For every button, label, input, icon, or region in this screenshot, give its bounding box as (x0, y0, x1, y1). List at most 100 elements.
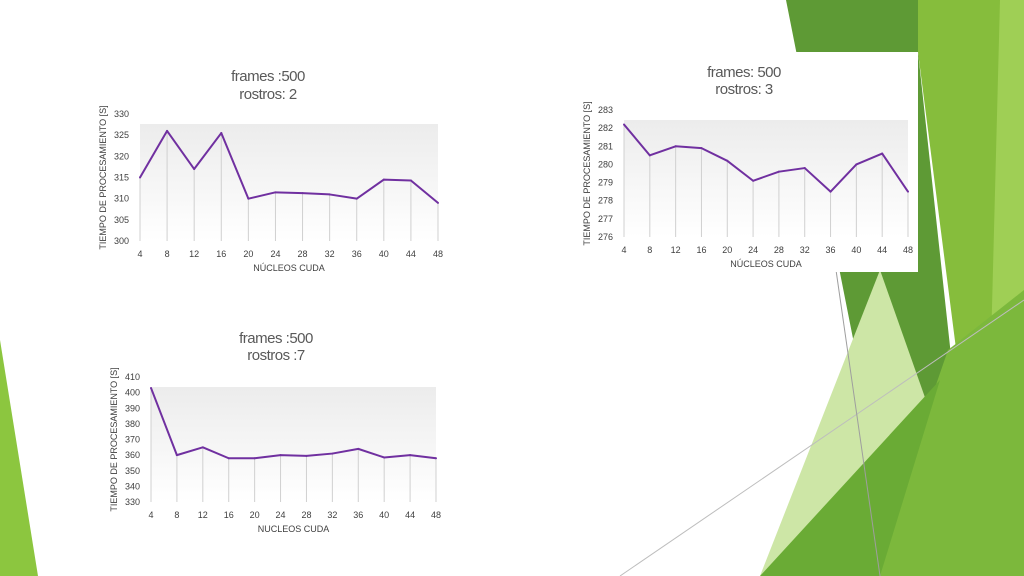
data-point (623, 123, 625, 126)
plot-area (140, 124, 438, 241)
bottom-dark-shape (760, 380, 940, 576)
x-tick-label: 4 (148, 510, 153, 520)
data-point (220, 132, 223, 135)
data-point (274, 191, 277, 194)
chart-rostros-7: frames :500 rostros :7 410 400 390 380 370 36… (96, 322, 456, 540)
y-tick-label: 400 (125, 388, 140, 398)
y-tick-label: 277 (598, 214, 613, 224)
x-tick-label: 4 (621, 245, 626, 255)
x-tick-label: 28 (774, 245, 784, 255)
series-line (623, 123, 909, 193)
data-point (437, 201, 439, 204)
data-point (829, 190, 832, 193)
x-tick-label: 44 (877, 245, 887, 255)
x-tick-label: 20 (250, 510, 260, 520)
y-tick-label: 279 (598, 178, 613, 188)
x-tick-label: 4 (137, 249, 142, 259)
data-point (301, 192, 304, 195)
y-tick-label: 330 (125, 497, 140, 507)
x-tick-label: 20 (722, 245, 732, 255)
data-point (674, 145, 677, 148)
data-point (700, 147, 703, 150)
data-point (253, 457, 256, 460)
x-tick-label: 36 (826, 245, 836, 255)
x-tick-label: 8 (165, 249, 170, 259)
series-line (150, 387, 437, 460)
x-tick-label: 36 (353, 510, 363, 520)
x-tick-label: 32 (327, 510, 337, 520)
data-point (357, 447, 360, 450)
data-point (752, 179, 755, 182)
x-tick-label: 20 (243, 249, 253, 259)
y-axis-label: TIEMPO DE PROCESAMIENTO [S] (582, 101, 592, 245)
y-tick-label: 283 (598, 105, 613, 115)
data-point (166, 129, 169, 132)
chart-title: frames :500 (239, 330, 313, 347)
y-axis-label: TIEMPO DE PROCESAMIENTO [S] (98, 105, 108, 249)
x-tick-label: 40 (851, 245, 861, 255)
x-tick-label: 12 (671, 245, 681, 255)
x-tick-label: 32 (800, 245, 810, 255)
data-point (150, 386, 152, 389)
x-tick-label: 44 (406, 249, 416, 259)
x-tick-label: 16 (224, 510, 234, 520)
y-tick-label: 330 (114, 109, 129, 119)
data-point (881, 152, 884, 155)
data-point (175, 454, 178, 457)
x-tick-label: 48 (431, 510, 441, 520)
chart-rostros-3: frames: 500 rostros: 3 283 282 281 280 279 27… (570, 52, 918, 272)
data-point (382, 178, 385, 181)
data-point (279, 454, 282, 457)
x-tick-label: 8 (647, 245, 652, 255)
series-line (139, 129, 439, 204)
y-tick-label: 281 (598, 141, 613, 151)
y-tick-label: 278 (598, 196, 613, 206)
x-tick-label: 16 (216, 249, 226, 259)
y-tick-label: 320 (114, 151, 129, 161)
x-tick-label: 8 (174, 510, 179, 520)
y-tick-label: 300 (114, 236, 129, 246)
y-tick-label: 305 (114, 215, 129, 225)
y-tick-label: 410 (125, 372, 140, 382)
y-tick-label: 370 (125, 435, 140, 445)
data-point (803, 167, 806, 170)
y-axis-label: TIEMPO DE PROCESAMIENTO [S] (109, 367, 119, 511)
x-tick-label: 40 (379, 249, 389, 259)
x-tick-label: 40 (379, 510, 389, 520)
y-tick-label: 315 (114, 173, 129, 183)
data-point (383, 456, 386, 459)
data-point (247, 197, 250, 200)
left-green-strip (0, 340, 38, 576)
x-tick-label: 28 (298, 249, 308, 259)
chart-title: frames :500 (231, 68, 305, 85)
plot-area (624, 120, 908, 237)
y-tick-label: 390 (125, 403, 140, 413)
thin-divider-line-2 (835, 269, 881, 576)
data-point (139, 176, 141, 179)
y-tick-label: 276 (598, 232, 613, 242)
y-tick-label: 280 (598, 159, 613, 169)
data-point (409, 179, 412, 182)
y-tick-label: 310 (114, 194, 129, 204)
chart-subtitle: rostros :7 (247, 347, 305, 364)
x-tick-label: 28 (301, 510, 311, 520)
data-point (331, 452, 334, 455)
x-tick-label: 48 (903, 245, 913, 255)
data-point (777, 170, 780, 173)
x-axis-label: NÚCLEOS CUDA (730, 259, 802, 269)
x-tick-label: 36 (352, 249, 362, 259)
data-point (193, 168, 196, 171)
data-point (227, 457, 230, 460)
y-tick-label: 360 (125, 450, 140, 460)
x-tick-label: 24 (270, 249, 280, 259)
y-tick-label: 282 (598, 123, 613, 133)
x-axis-label: NUCLEOS CUDA (258, 524, 330, 534)
x-tick-label: 24 (748, 245, 758, 255)
data-point (328, 193, 331, 196)
data-point (435, 457, 437, 460)
y-tick-label: 325 (114, 130, 129, 140)
plot-area (151, 387, 436, 502)
y-tick-label: 340 (125, 481, 140, 491)
chart-subtitle: rostros: 3 (715, 81, 773, 98)
